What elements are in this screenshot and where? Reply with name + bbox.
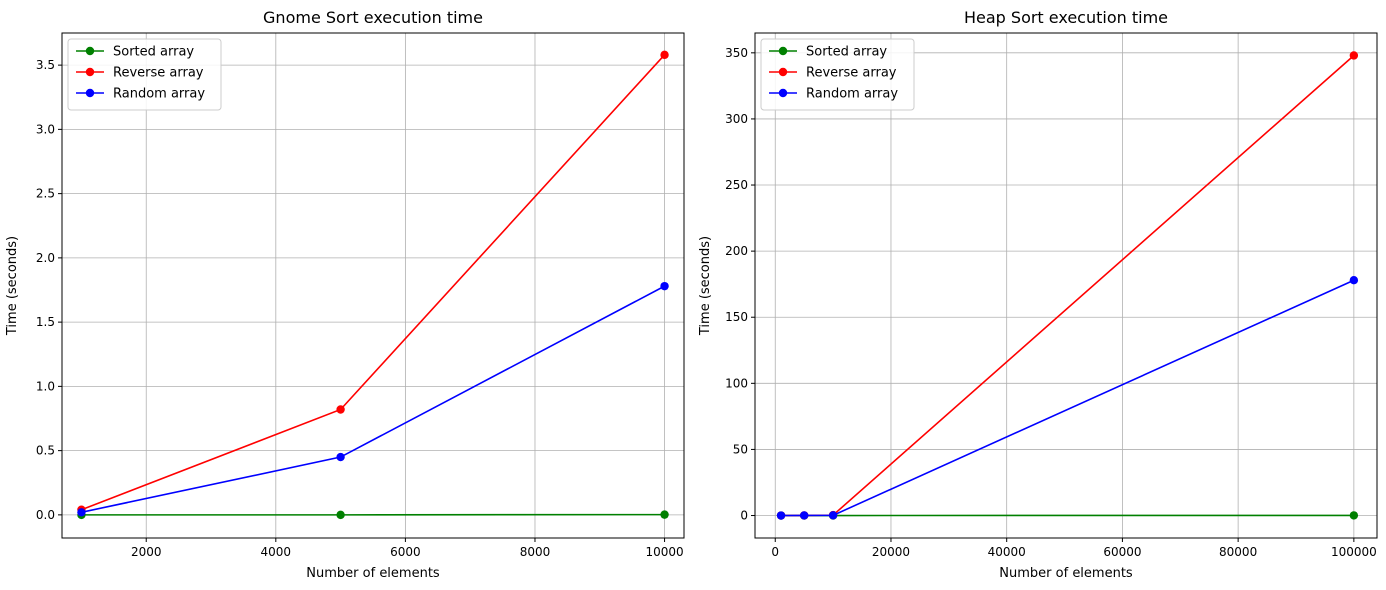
legend-label: Sorted array [113,45,194,60]
axes-frame [754,32,1378,539]
chart-2: 0 20000 40000 60000 80000 100000 0 50 100 150 200 2… [698,8,1378,581]
x-tick-label: 60000 [1103,545,1141,559]
x-tick-label: 4000 [261,545,292,559]
y-axis-label: Time (seconds) [5,236,20,336]
legend-label: Random array [806,87,898,102]
legend-marker [778,88,788,98]
legend-label: Random array [113,87,205,102]
data-point [660,281,669,291]
chart-title: Gnome Sort execution time [263,8,483,27]
y-tick-label: 3.0 [36,122,55,136]
y-tick-label: 0.5 [36,444,55,458]
chart-1: 2000 4000 6000 8000 10000 0.0 0.5 1.0 1.5 2.0 2.5 3… [5,8,685,581]
y-tick-label: 200 [725,244,748,258]
legend-box [67,38,222,111]
x-tick-label: 8000 [520,545,551,559]
legend-marker [85,67,95,77]
data-point [799,511,809,520]
y-tick-label: 0 [740,509,748,523]
legend-label: Sorted array [806,45,887,60]
y-tick-label: 100 [725,376,748,390]
data-point [336,510,345,520]
y-tick-label: 2.0 [36,251,55,265]
legend-marker [85,88,95,98]
x-tick-label: 100000 [1331,545,1377,559]
y-tick-label: 50 [733,442,748,456]
data-point [660,50,669,60]
plot-area [755,33,1377,538]
data-point [828,511,838,520]
y-axis-label: Time (seconds) [698,236,713,336]
x-axis-label: Number of elements [306,566,440,581]
y-tick-label: 3.5 [36,58,55,72]
data-point [1349,51,1359,60]
y-tick-label: 250 [725,178,748,192]
legend-label: Reverse array [806,66,897,81]
x-tick-label: 10000 [645,545,683,559]
y-tick-label: 150 [725,310,748,324]
x-tick-label: 6000 [390,545,421,559]
x-tick-label: 80000 [1219,545,1257,559]
axes-frame [61,32,685,539]
y-tick-label: 0.0 [36,508,55,522]
legend-label: Reverse array [113,66,204,81]
data-point [1349,511,1359,520]
data-point [336,452,345,462]
x-tick-label: 20000 [872,545,910,559]
y-tick-label: 300 [725,112,748,126]
data-point [77,508,86,517]
y-tick-label: 1.5 [36,315,55,329]
chart-title: Heap Sort execution time [964,8,1168,27]
plot-area [62,33,684,538]
legend-box [760,38,915,111]
y-tick-label: 2.5 [36,187,55,201]
x-tick-label: 2000 [131,545,162,559]
x-axis-label: Number of elements [999,566,1133,581]
y-tick-label: 350 [725,46,748,60]
data-point [336,405,345,414]
legend-marker [85,46,95,56]
x-tick-label: 40000 [988,545,1026,559]
legend-marker [778,46,788,56]
x-tick-label: 0 [771,545,779,559]
data-point [1349,276,1359,285]
y-tick-label: 1.0 [36,379,55,393]
legend-marker [778,67,788,77]
series-line [781,279,1355,517]
data-point [660,510,669,519]
data-point [776,511,786,520]
